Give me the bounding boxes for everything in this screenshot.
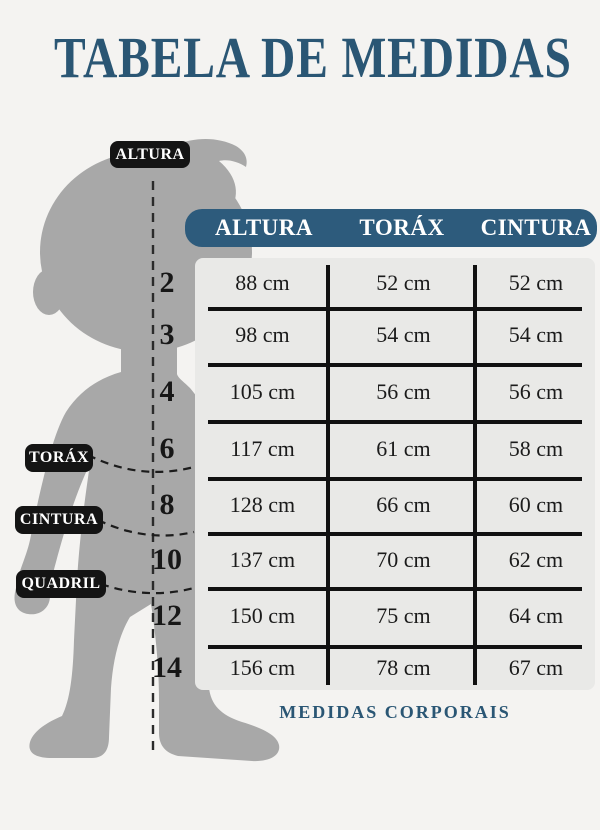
size-label: 2 [159,265,175,299]
table-header: ALTURA TORÁX CINTURA [185,209,597,247]
size-label: 3 [159,318,175,351]
size-label: 12 [152,599,182,632]
cell-altura: 98 cm [235,322,290,347]
hip-dashed-arc [100,582,195,595]
cell-torax: 61 cm [376,435,431,461]
cell-cintura: 56 cm [508,378,564,404]
cell-altura: 137 cm [229,546,296,572]
column-header-altura: ALTURA [214,215,313,240]
altura-label-pill: ALTURA [110,141,190,168]
cell-cintura: 67 cm [508,654,564,680]
cell-altura: 88 cm [235,269,290,295]
size-label: 14 [152,650,182,684]
size-label: 8 [159,487,175,521]
cell-cintura: 62 cm [508,546,564,572]
cell-torax: 70 cm [376,546,431,572]
size-label: 10 [152,542,182,576]
table-row: 150 cm 75 cm 64 cm [195,587,595,645]
column-header-cintura: CINTURA [480,215,592,240]
cell-altura: 105 cm [229,378,296,404]
table-row: 128 cm 66 cm 60 cm [195,477,595,532]
table-row: 105 cm 56 cm 56 cm [195,363,595,420]
row-divider [208,532,582,536]
row-divider [208,420,582,424]
quadril-label-pill: QUADRIL [16,570,106,598]
row-divider [208,587,582,591]
row-divider [208,645,582,649]
table-row: 88 cm 52 cm 52 cm [195,258,595,307]
row-divider [208,477,582,481]
table-row: 156 cm 78 cm 67 cm [195,645,595,690]
cell-torax: 52 cm [376,269,431,295]
footer-caption: MEDIDAS CORPORAIS [279,702,511,722]
cell-torax: 78 cm [376,654,431,680]
quadril-label: QUADRIL [21,575,101,592]
cell-cintura: 58 cm [508,435,564,461]
cell-altura: 128 cm [229,491,296,517]
waist-dashed-arc [97,519,195,537]
cell-altura: 117 cm [230,435,295,461]
torax-label-pill: TORÁX [25,444,93,472]
cell-torax: 75 cm [376,603,431,628]
table-row: 137 cm 70 cm 62 cm [195,532,595,587]
cell-altura: 156 cm [229,654,296,680]
altura-label: ALTURA [115,145,185,163]
cell-cintura: 60 cm [508,491,564,517]
size-label: 4 [159,374,175,408]
column-divider [326,265,330,685]
column-header-torax: TORÁX [359,215,445,240]
cell-torax: 56 cm [376,378,431,404]
torax-label: TORÁX [29,449,89,466]
row-divider [208,307,582,311]
cell-cintura: 54 cm [508,322,564,347]
size-label: 6 [159,431,175,465]
cell-torax: 54 cm [376,322,431,347]
size-table: 88 cm 52 cm 52 cm 98 cm 54 cm 54 cm 105 … [195,258,595,690]
page-title: TABELA DE MEDIDAS [54,25,572,90]
cintura-label: CINTURA [19,511,99,528]
table-row: 98 cm 54 cm 54 cm [195,307,595,363]
column-divider [473,265,477,685]
table-row: 117 cm 61 cm 58 cm [195,420,595,477]
cell-cintura: 64 cm [508,603,564,628]
row-divider [208,363,582,367]
cintura-label-pill: CINTURA [15,506,103,534]
cell-cintura: 52 cm [508,269,564,295]
cell-altura: 150 cm [229,603,296,628]
cell-torax: 66 cm [376,491,431,517]
